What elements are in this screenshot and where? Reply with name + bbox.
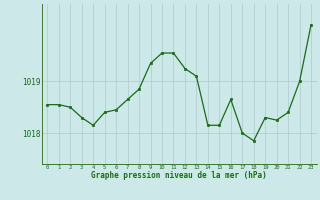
X-axis label: Graphe pression niveau de la mer (hPa): Graphe pression niveau de la mer (hPa)	[91, 171, 267, 180]
